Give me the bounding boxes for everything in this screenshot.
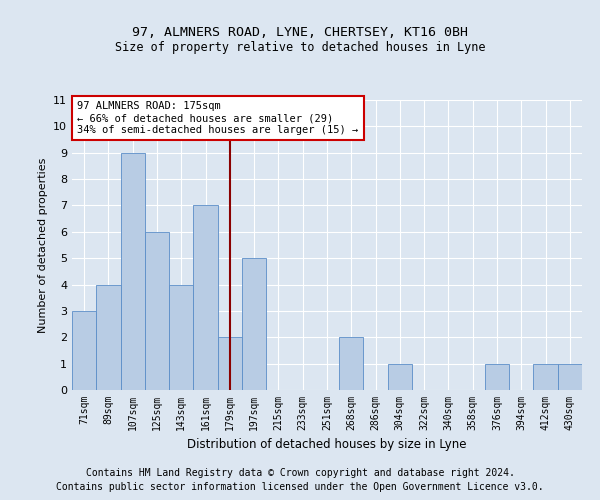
Bar bbox=[485, 364, 509, 390]
Bar bbox=[388, 364, 412, 390]
Text: Contains HM Land Registry data © Crown copyright and database right 2024.: Contains HM Land Registry data © Crown c… bbox=[86, 468, 514, 477]
Bar bbox=[339, 338, 364, 390]
Bar bbox=[96, 284, 121, 390]
Text: 97, ALMNERS ROAD, LYNE, CHERTSEY, KT16 0BH: 97, ALMNERS ROAD, LYNE, CHERTSEY, KT16 0… bbox=[132, 26, 468, 39]
Bar bbox=[533, 364, 558, 390]
Bar bbox=[218, 338, 242, 390]
Bar bbox=[558, 364, 582, 390]
Text: Contains public sector information licensed under the Open Government Licence v3: Contains public sector information licen… bbox=[56, 482, 544, 492]
Text: Size of property relative to detached houses in Lyne: Size of property relative to detached ho… bbox=[115, 41, 485, 54]
Bar bbox=[145, 232, 169, 390]
Bar bbox=[121, 152, 145, 390]
X-axis label: Distribution of detached houses by size in Lyne: Distribution of detached houses by size … bbox=[187, 438, 467, 452]
Bar bbox=[169, 284, 193, 390]
Bar bbox=[242, 258, 266, 390]
Bar bbox=[72, 311, 96, 390]
Bar bbox=[193, 206, 218, 390]
Y-axis label: Number of detached properties: Number of detached properties bbox=[38, 158, 47, 332]
Text: 97 ALMNERS ROAD: 175sqm
← 66% of detached houses are smaller (29)
34% of semi-de: 97 ALMNERS ROAD: 175sqm ← 66% of detache… bbox=[77, 102, 358, 134]
